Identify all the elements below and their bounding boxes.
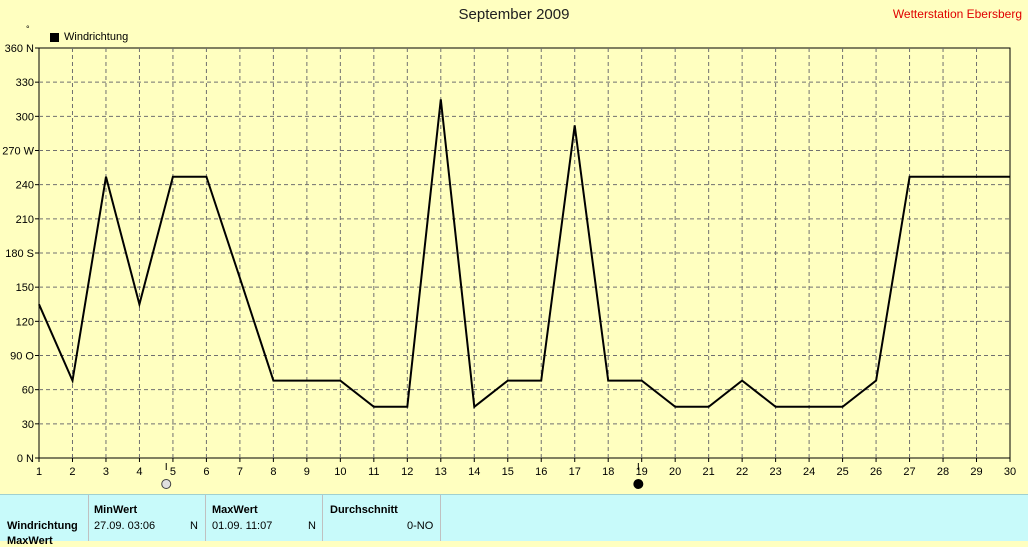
y-tick-label: 60 — [22, 385, 34, 397]
x-tick-label: 18 — [602, 466, 614, 478]
x-tick-label: 3 — [103, 466, 109, 478]
legend-label: Windrichtung — [64, 31, 129, 43]
station-name: Wetterstation Ebersberg — [892, 7, 1022, 21]
x-tick-label: 20 — [669, 466, 681, 478]
y-tick-label: 180 S — [5, 248, 34, 260]
min-time: 27.09. 03:06 — [94, 520, 156, 532]
x-tick-label: 29 — [970, 466, 982, 478]
y-tick-label: 120 — [16, 316, 34, 328]
x-tick-label: 23 — [769, 466, 781, 478]
x-tick-label: 15 — [502, 466, 514, 478]
x-tick-label: 5 — [170, 466, 176, 478]
full-moon-icon — [161, 479, 172, 489]
new-moon-icon — [633, 479, 644, 489]
y-tick-label: 90 O — [10, 351, 34, 363]
x-tick-label: 25 — [836, 466, 848, 478]
summary-label-cell: Windrichtung MaxWert — [0, 495, 89, 547]
x-tick-label: 7 — [237, 466, 243, 478]
x-tick-label: 28 — [937, 466, 949, 478]
x-tick-label: 16 — [535, 466, 547, 478]
y-tick-label: 360 N — [5, 43, 34, 55]
x-tick-label: 10 — [334, 466, 346, 478]
series-line-windrichtung — [38, 99, 1010, 409]
x-tick-label: 12 — [401, 466, 413, 478]
min-header: MinWert — [94, 504, 138, 516]
x-tick-label: 21 — [703, 466, 715, 478]
y-tick-label: 210 — [16, 214, 34, 226]
summary-max-cell: MaxWert 01.09. 11:07 N — [206, 495, 323, 541]
x-tick-label: 30 — [1004, 466, 1016, 478]
max-direction: N — [308, 520, 316, 532]
y-tick-label: 150 — [16, 282, 34, 294]
x-tick-label: 17 — [569, 466, 581, 478]
legend-swatch — [50, 32, 59, 42]
summary-row-label: Windrichtung — [7, 520, 78, 532]
x-tick-label: 9 — [304, 466, 310, 478]
chart-title: September 2009 — [458, 6, 570, 23]
y-tick-label: 300 — [16, 111, 34, 123]
x-tick-label: 6 — [203, 466, 209, 478]
y-tick-label: 240 — [16, 180, 34, 192]
avg-header: Durchschnitt — [330, 504, 398, 516]
max-time: 01.09. 11:07 — [212, 520, 273, 532]
x-tick-label: 8 — [270, 466, 276, 478]
y-tick-label: 0 N — [17, 453, 34, 465]
x-tick-label: 11 — [368, 466, 379, 478]
y-tick-label: 30 — [22, 419, 34, 431]
x-tick-label: 13 — [435, 466, 447, 478]
summary-table: Windrichtung MaxWert MinWert 27.09. 03:0… — [0, 494, 1028, 547]
summary-min-cell: MinWert 27.09. 03:06 N — [89, 495, 206, 541]
x-tick-label: 26 — [870, 466, 882, 478]
unit-mark: ° — [26, 24, 30, 34]
x-tick-label: 2 — [69, 466, 75, 478]
x-tick-label: 14 — [468, 466, 480, 478]
max-header: MaxWert — [212, 504, 258, 516]
y-tick-label: 330 — [16, 77, 34, 89]
x-tick-label: 1 — [36, 466, 42, 478]
x-tick-label: 22 — [736, 466, 748, 478]
x-tick-label: 4 — [136, 466, 142, 478]
y-tick-label: 270 W — [2, 146, 34, 158]
legend: Windrichtung — [50, 31, 128, 43]
avg-value: 0-NO — [407, 520, 434, 532]
x-tick-label: 19 — [636, 466, 648, 478]
x-tick-label: 27 — [903, 466, 915, 478]
chart-area: September 2009 Wetterstation Ebersberg °… — [2, 6, 1022, 489]
min-direction: N — [190, 520, 198, 532]
summary-row-label-2: MaxWert — [7, 535, 53, 547]
x-tick-label: 24 — [803, 466, 815, 478]
summary-avg-cell: Durchschnitt 0-NO — [323, 495, 441, 541]
